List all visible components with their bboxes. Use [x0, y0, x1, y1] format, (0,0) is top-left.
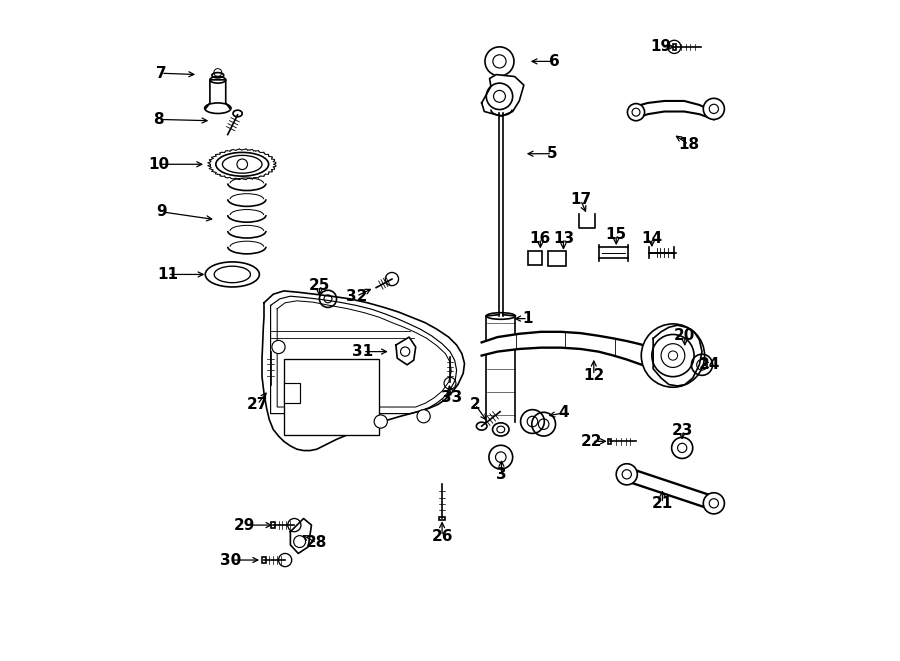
Text: 6: 6 — [549, 54, 560, 69]
Text: 15: 15 — [606, 227, 626, 243]
Text: 30: 30 — [220, 553, 241, 568]
Polygon shape — [482, 332, 658, 370]
Text: 27: 27 — [247, 397, 268, 412]
Text: 18: 18 — [679, 137, 699, 152]
Circle shape — [627, 104, 644, 121]
Circle shape — [616, 464, 637, 485]
Text: 8: 8 — [153, 112, 164, 127]
Text: 1: 1 — [523, 311, 533, 326]
Bar — [268, 383, 274, 386]
Text: 31: 31 — [353, 344, 374, 359]
Text: 22: 22 — [581, 434, 603, 449]
Bar — [271, 522, 275, 528]
Text: 17: 17 — [570, 192, 591, 208]
Bar — [284, 359, 380, 435]
Text: 13: 13 — [553, 231, 574, 246]
Circle shape — [417, 410, 430, 423]
Bar — [608, 439, 611, 444]
Text: 19: 19 — [651, 40, 671, 54]
Text: 3: 3 — [496, 467, 507, 482]
Text: 4: 4 — [558, 405, 569, 420]
Text: 16: 16 — [530, 231, 551, 246]
Text: 28: 28 — [306, 535, 328, 551]
Polygon shape — [482, 75, 524, 116]
Text: 21: 21 — [652, 496, 673, 511]
Polygon shape — [291, 518, 311, 553]
Polygon shape — [625, 468, 716, 510]
Text: 14: 14 — [642, 231, 662, 246]
Text: 29: 29 — [233, 518, 255, 533]
Circle shape — [703, 98, 724, 120]
Text: 12: 12 — [583, 368, 605, 383]
Text: 11: 11 — [158, 267, 178, 282]
Text: 26: 26 — [431, 529, 453, 544]
Bar — [547, 251, 566, 266]
Text: 10: 10 — [148, 157, 169, 172]
Polygon shape — [262, 291, 464, 451]
Circle shape — [642, 324, 705, 387]
Polygon shape — [396, 337, 416, 365]
Bar — [447, 381, 453, 383]
Circle shape — [272, 340, 285, 354]
Bar — [672, 44, 676, 50]
Text: 9: 9 — [156, 204, 166, 219]
Text: 5: 5 — [547, 146, 558, 161]
Text: 23: 23 — [671, 423, 693, 438]
Bar — [262, 557, 266, 563]
Bar — [527, 251, 543, 264]
Bar — [439, 517, 445, 520]
Polygon shape — [636, 101, 714, 120]
Circle shape — [374, 415, 387, 428]
Circle shape — [703, 492, 724, 514]
Text: 2: 2 — [470, 397, 481, 412]
Text: 24: 24 — [699, 358, 721, 372]
Text: 33: 33 — [441, 390, 462, 405]
Text: 7: 7 — [156, 65, 166, 81]
Bar — [284, 383, 301, 403]
Text: 32: 32 — [346, 289, 367, 303]
Text: 20: 20 — [674, 329, 696, 343]
Text: 25: 25 — [309, 278, 330, 293]
Polygon shape — [653, 325, 702, 386]
